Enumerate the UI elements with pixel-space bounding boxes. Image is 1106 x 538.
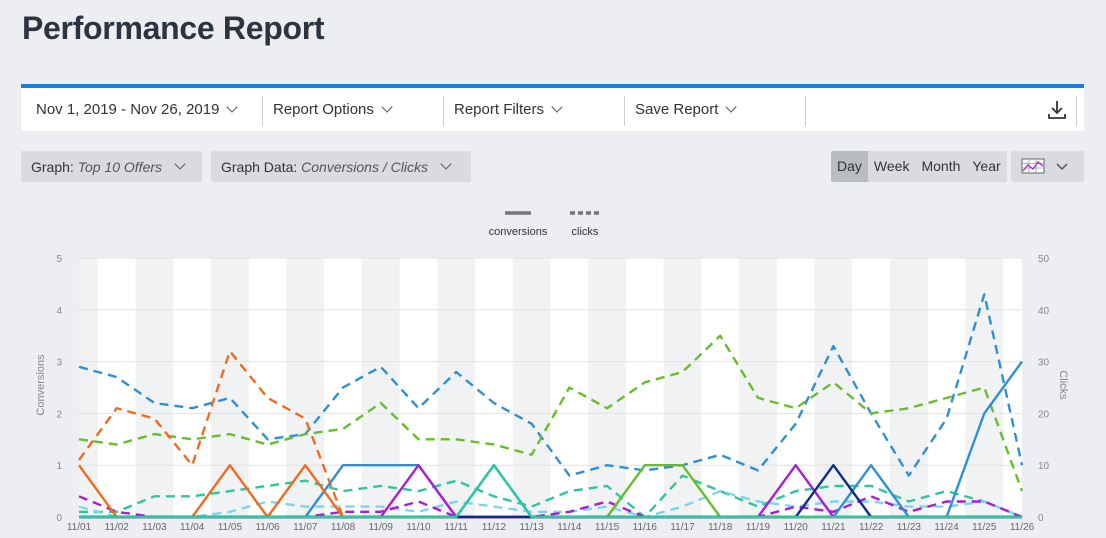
- x-tick-label: 11/07: [293, 522, 318, 533]
- divider: [443, 96, 444, 126]
- day-band: [625, 258, 664, 517]
- y2-tick-label: 0: [1038, 513, 1044, 524]
- y2-tick-label: 20: [1038, 409, 1050, 420]
- x-tick-label: 11/06: [255, 522, 280, 533]
- period-toggle: Day Week Month Year: [831, 151, 1007, 182]
- divider: [624, 96, 625, 126]
- x-tick-label: 11/09: [369, 522, 394, 533]
- report-options-label: Report Options: [273, 101, 374, 118]
- x-tick-label: 11/05: [218, 522, 243, 533]
- y2-tick-label: 10: [1038, 461, 1050, 472]
- day-band: [776, 258, 815, 517]
- y-tick-label: 4: [56, 306, 62, 317]
- y-tick-label: 2: [56, 409, 62, 420]
- graph-dropdown[interactable]: Graph: Top 10 Offers: [21, 151, 202, 182]
- x-tick-label: 11/12: [482, 522, 507, 533]
- day-band: [475, 258, 513, 517]
- x-tick-label: 11/22: [859, 522, 884, 533]
- y2-tick-label: 40: [1038, 306, 1050, 317]
- x-tick-label: 11/10: [406, 522, 431, 533]
- day-band: [173, 258, 212, 517]
- graph-data-dropdown[interactable]: Graph Data: Conversions / Clicks: [211, 151, 471, 182]
- day-band: [1003, 258, 1022, 517]
- day-band: [852, 258, 890, 517]
- graph-data-label: Graph Data:: [221, 158, 298, 175]
- download-icon[interactable]: [1046, 98, 1068, 122]
- x-tick-label: 11/25: [972, 522, 997, 533]
- y2-axis-label: Clicks: [1057, 370, 1069, 400]
- date-range-label: Nov 1, 2019 - Nov 26, 2019: [36, 101, 220, 118]
- chart-grid-icon: [1021, 158, 1068, 174]
- x-tick-label: 11/08: [331, 522, 356, 533]
- legend-label-conversions: conversions: [489, 226, 548, 238]
- clicks-series-line: [78, 489, 1023, 519]
- chevron-down-icon: [381, 101, 393, 113]
- x-tick-label: 11/24: [934, 522, 959, 533]
- save-report-label: Save Report: [635, 101, 719, 118]
- conversions-series-line: [79, 464, 1022, 519]
- y2-tick-label: 30: [1038, 358, 1050, 369]
- period-month-button[interactable]: Month: [921, 158, 961, 174]
- x-tick-label: 11/17: [670, 522, 695, 533]
- clicks-series-line: [78, 293, 1024, 477]
- chevron-down-icon: [551, 101, 563, 113]
- x-tick-label: 11/21: [821, 522, 846, 533]
- day-band: [399, 258, 438, 517]
- y-tick-label: 0: [56, 513, 62, 524]
- y-tick-label: 3: [56, 358, 62, 369]
- x-tick-label: 11/20: [784, 522, 809, 533]
- period-day-button[interactable]: Day: [831, 151, 868, 182]
- x-tick-label: 11/03: [142, 522, 167, 533]
- period-week-button[interactable]: Week: [873, 158, 910, 174]
- chevron-down-icon: [226, 101, 239, 113]
- divider: [1076, 96, 1077, 126]
- x-tick-label: 11/13: [519, 522, 544, 533]
- legend-label-clicks: clicks: [572, 226, 599, 238]
- day-band: [927, 258, 966, 517]
- report-filters-dropdown[interactable]: Report Filters: [444, 88, 624, 131]
- report-filters-label: Report Filters: [454, 101, 545, 118]
- y2-tick-label: 50: [1038, 254, 1050, 265]
- report-options-dropdown[interactable]: Report Options: [263, 88, 443, 131]
- x-tick-label: 11/26: [1010, 522, 1035, 533]
- period-year-button[interactable]: Year: [972, 158, 1001, 174]
- x-tick-label: 11/02: [105, 522, 130, 533]
- day-band: [248, 258, 287, 517]
- x-tick-label: 11/04: [180, 522, 205, 533]
- x-tick-label: 11/19: [746, 522, 771, 533]
- chevron-down-icon: [440, 158, 452, 170]
- divider: [805, 96, 806, 126]
- day-band: [701, 258, 740, 517]
- day-band: [97, 258, 136, 517]
- x-tick-label: 11/15: [595, 522, 620, 533]
- y-axis-label: Conversions: [35, 354, 47, 416]
- clicks-series-line: [78, 334, 1024, 492]
- chevron-down-icon: [174, 158, 186, 170]
- x-tick-label: 11/18: [708, 522, 733, 533]
- chart-type-dropdown[interactable]: [1011, 151, 1084, 182]
- date-range-dropdown[interactable]: Nov 1, 2019 - Nov 26, 2019: [26, 88, 261, 131]
- graph-value: Top 10 Offers: [77, 158, 163, 175]
- graph-label: Graph:: [31, 158, 74, 175]
- y-tick-label: 1: [56, 461, 62, 472]
- graph-data-value: Conversions / Clicks: [301, 158, 428, 175]
- x-tick-label: 11/11: [444, 522, 468, 533]
- x-tick-label: 11/01: [67, 522, 92, 533]
- x-tick-label: 11/23: [897, 522, 922, 533]
- x-tick-label: 11/16: [633, 522, 658, 533]
- page-title: Performance Report: [22, 10, 325, 46]
- report-toolbar: Nov 1, 2019 - Nov 26, 2019 Report Option…: [21, 84, 1084, 131]
- clicks-series-line: [78, 495, 1023, 519]
- x-tick-label: 11/14: [557, 522, 582, 533]
- divider: [262, 96, 263, 126]
- clicks-series-line: [79, 474, 1023, 519]
- chevron-down-icon: [725, 101, 738, 113]
- save-report-dropdown[interactable]: Save Report: [625, 88, 805, 131]
- y-tick-label: 5: [56, 254, 62, 265]
